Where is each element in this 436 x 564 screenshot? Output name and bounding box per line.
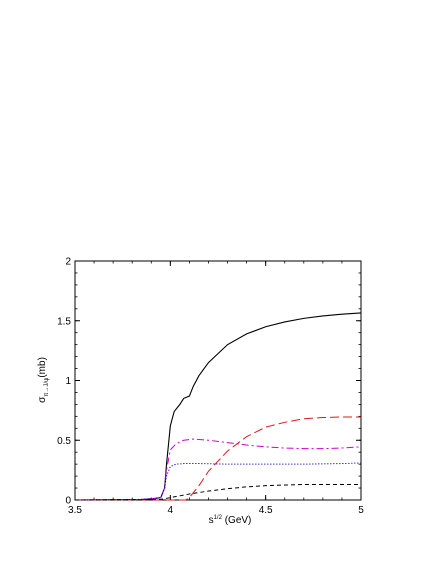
series-line-4 (74, 462, 362, 501)
y-tick-label: 0 (65, 496, 71, 507)
y-axis-label-sub: π→J/ψ (44, 378, 50, 397)
y-axis-label-base: σ (37, 396, 48, 403)
x-axis-label: s1/2 (GeV) (209, 515, 252, 526)
plot-frame (74, 260, 362, 501)
x-tick-label: 4.5 (259, 505, 273, 516)
series-group (74, 312, 362, 501)
series-line-3 (74, 438, 362, 501)
axis-ticks: 3.5 4 4.5 5 0 0.5 1 1.5 2 (57, 257, 364, 517)
y-tick-label: 1.5 (57, 316, 71, 327)
x-tick-label: 5 (358, 505, 364, 516)
y-tick-label: 2 (65, 257, 71, 268)
series-line-2 (75, 416, 361, 501)
x-axis-label-base: s (209, 515, 214, 526)
x-axis-label-sup: 1/2 (214, 515, 223, 521)
x-axis-label-rest: (GeV) (222, 515, 251, 526)
x-tick-label: 4 (168, 505, 174, 516)
series-line-5 (75, 483, 361, 501)
y-axis-label: σπ→J/ψ(mb) (37, 357, 50, 403)
y-tick-label: 0.5 (57, 436, 71, 447)
y-axis-label-rest: (mb) (37, 357, 48, 378)
y-tick-label: 1 (65, 376, 71, 387)
x-tick-label: 3.5 (68, 505, 82, 516)
series-line-1 (74, 312, 362, 501)
